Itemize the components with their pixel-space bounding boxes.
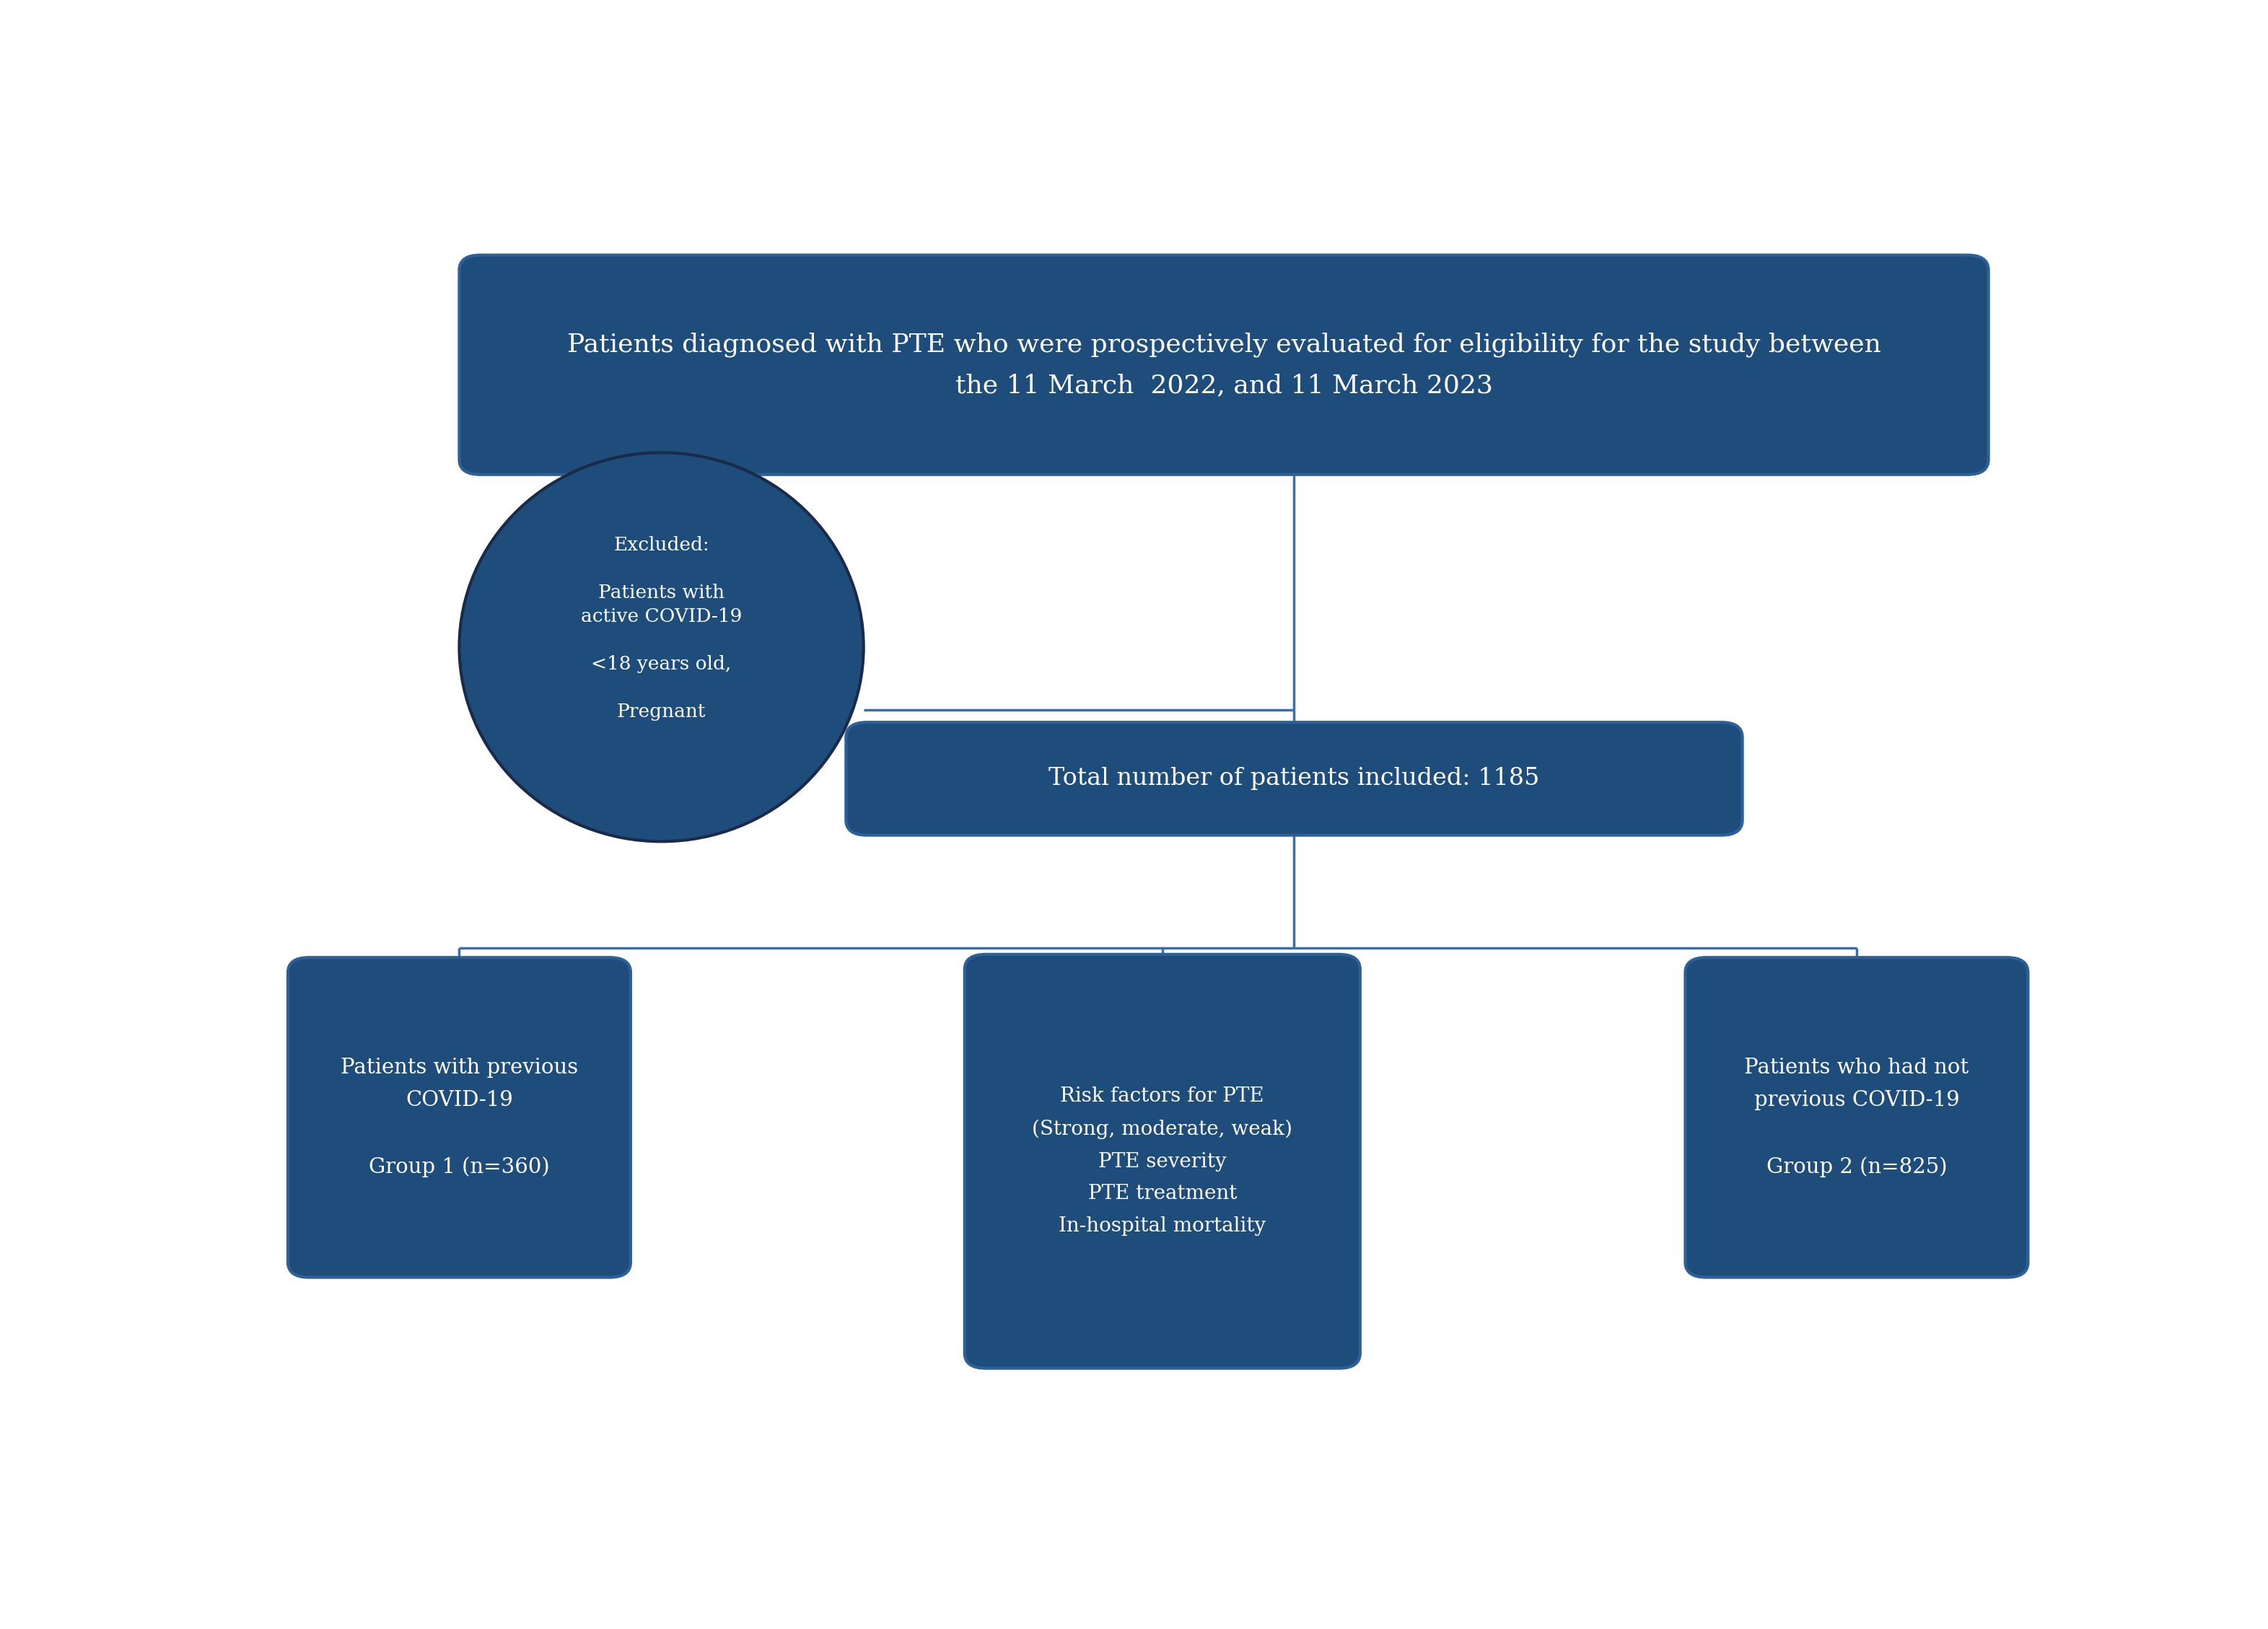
FancyBboxPatch shape: [964, 955, 1361, 1368]
Text: Total number of patients included: 1185: Total number of patients included: 1185: [1048, 767, 1540, 790]
FancyBboxPatch shape: [846, 722, 1742, 836]
Text: Excluded:

Patients with
active COVID-19

<18 years old,

Pregnant: Excluded: Patients with active COVID-19 …: [581, 536, 742, 720]
FancyBboxPatch shape: [1685, 958, 2028, 1277]
FancyBboxPatch shape: [288, 958, 631, 1277]
Ellipse shape: [458, 453, 864, 842]
Text: Patients who had not
previous COVID-19

Group 2 (n=825): Patients who had not previous COVID-19 G…: [1744, 1057, 1969, 1178]
Text: Patients diagnosed with PTE who were prospectively evaluated for eligibility for: Patients diagnosed with PTE who were pro…: [567, 332, 1880, 397]
FancyBboxPatch shape: [458, 256, 1989, 474]
Text: Patients with previous
COVID-19

Group 1 (n=360): Patients with previous COVID-19 Group 1 …: [340, 1057, 578, 1178]
Text: Risk factors for PTE
(Strong, moderate, weak)
PTE severity
PTE treatment
In-hosp: Risk factors for PTE (Strong, moderate, …: [1032, 1087, 1293, 1236]
